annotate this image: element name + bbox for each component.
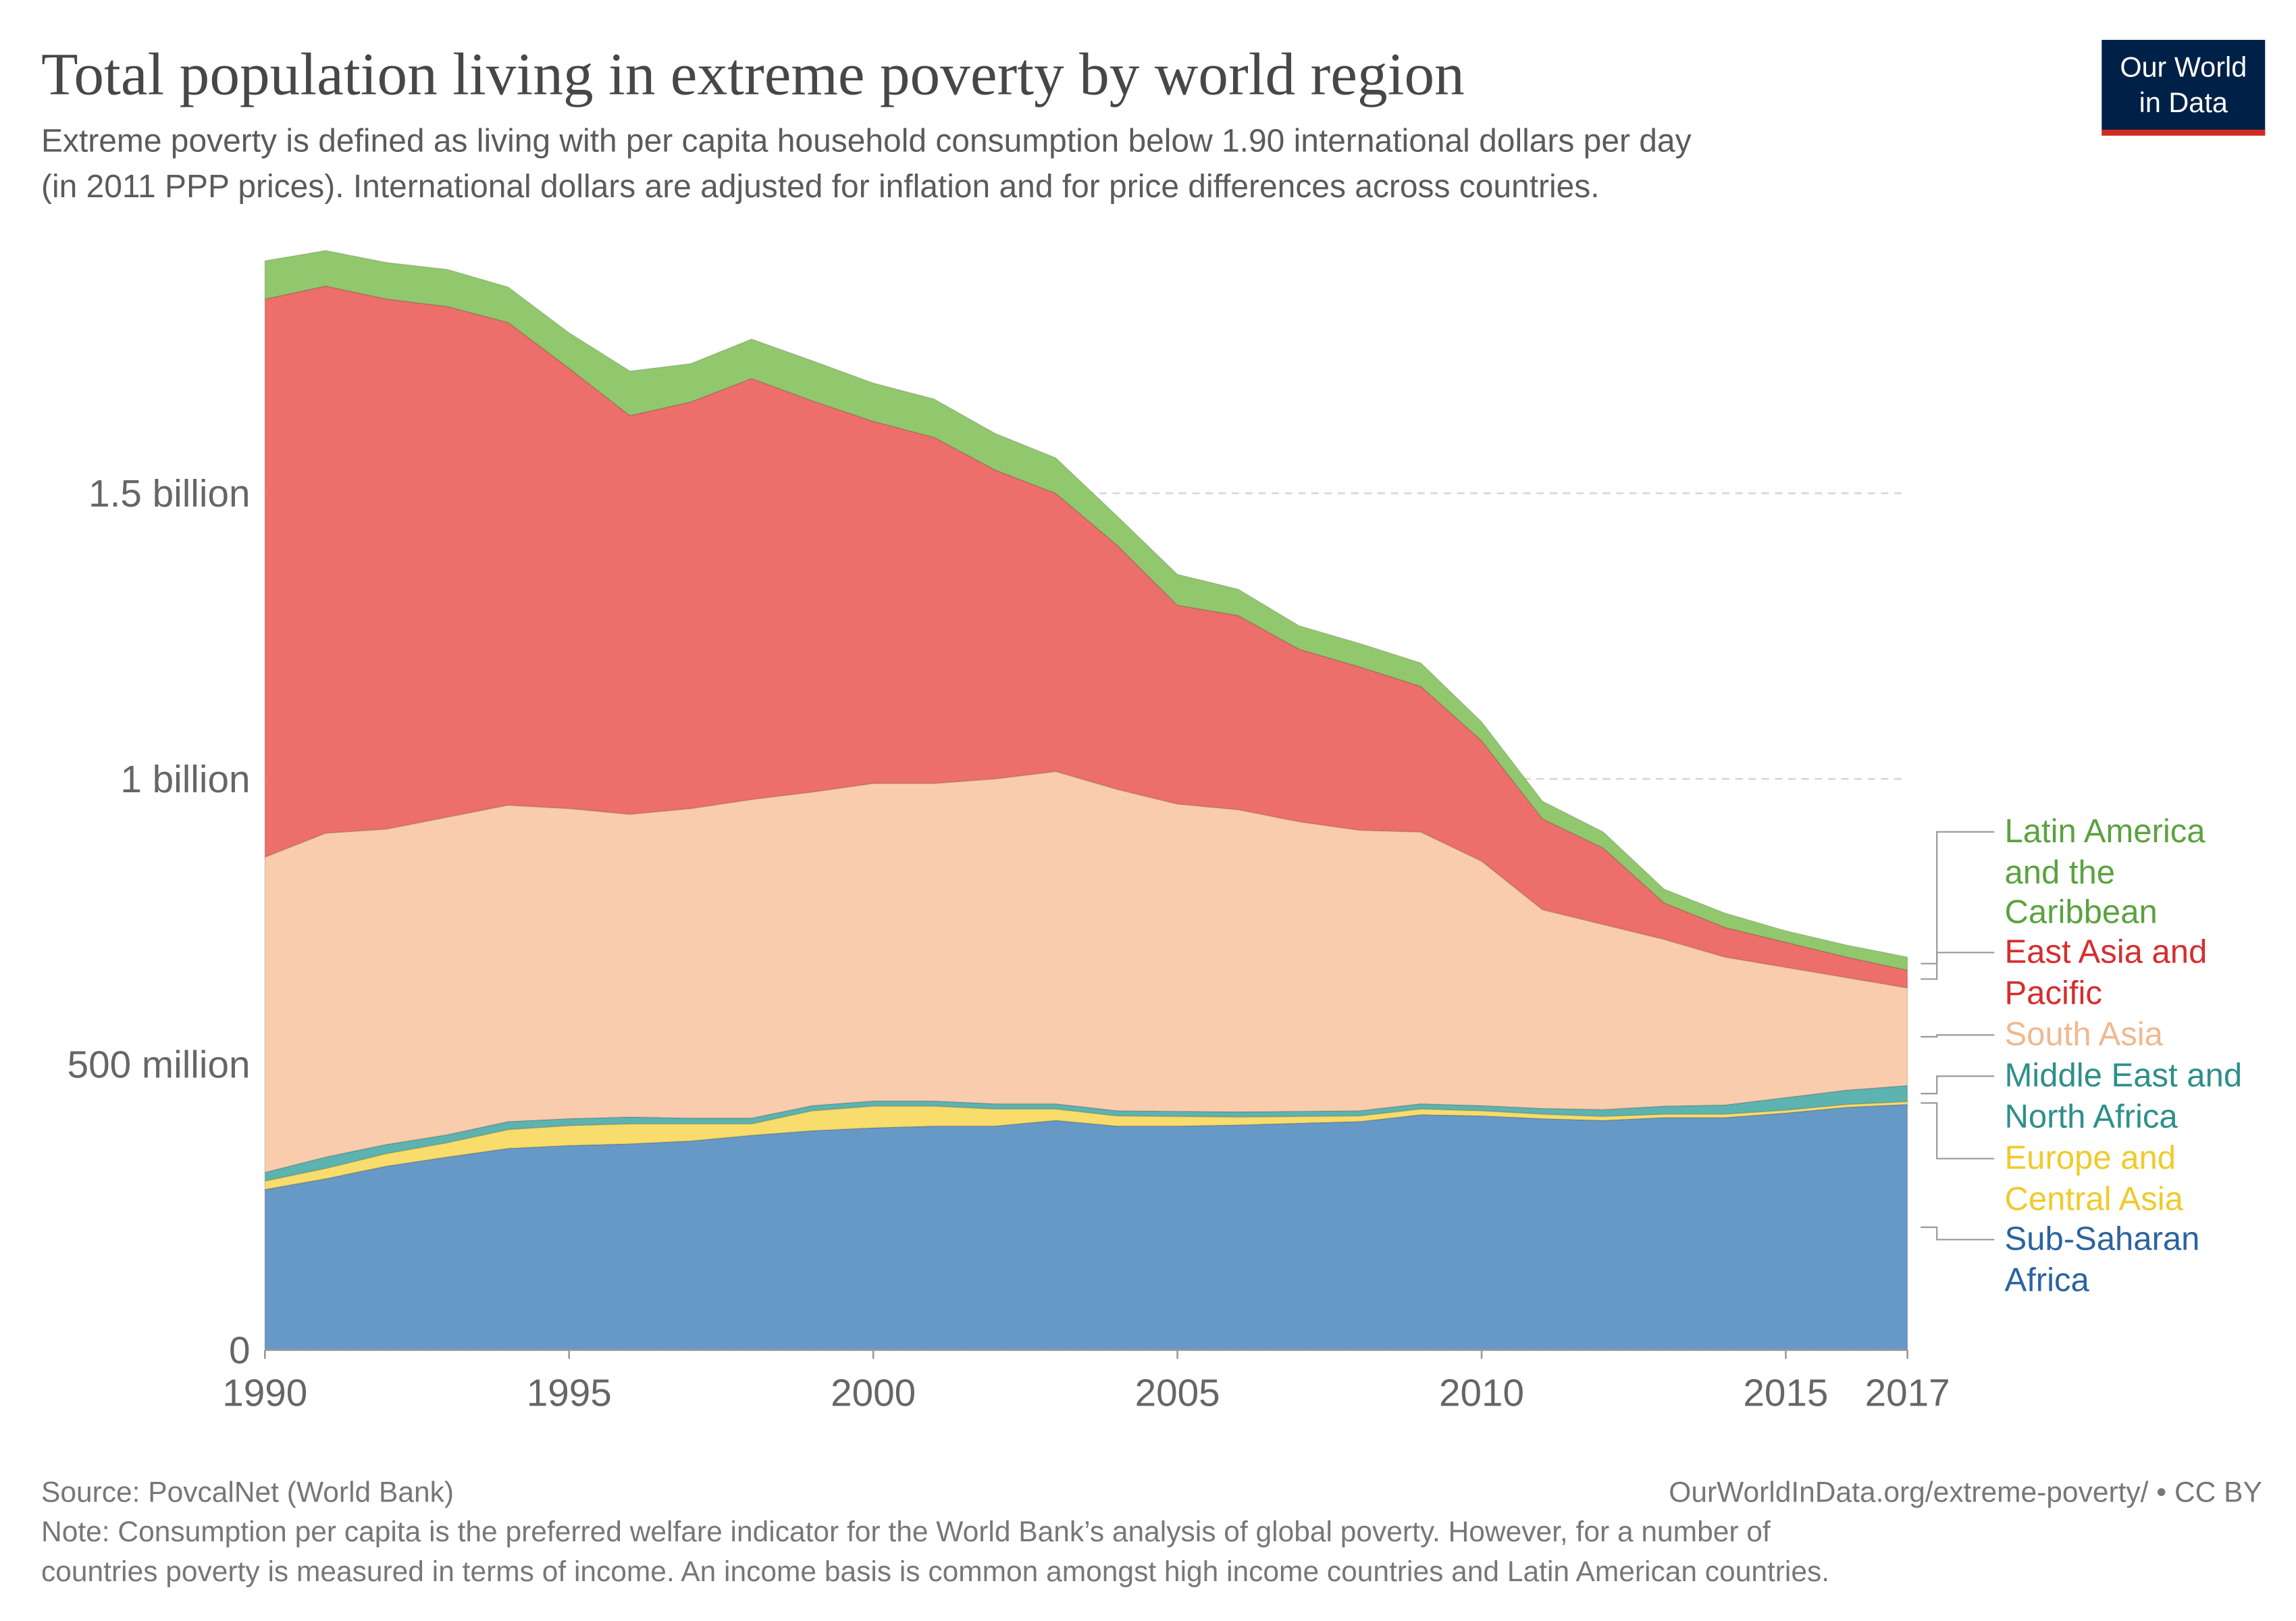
legend-item: Sub-Saharan Africa	[2004, 1220, 2200, 1298]
legend-label: Sub-Saharan Africa	[2004, 1220, 2200, 1298]
x-tick-label: 1995	[527, 1372, 612, 1415]
note: Note: Consumption per capita is the pref…	[41, 1516, 1771, 1548]
chart-title: Total population living in extreme pover…	[41, 41, 1465, 108]
x-tick-label: 2010	[1439, 1372, 1524, 1415]
legend-item: Europe and Central Asia	[2004, 1139, 2183, 1217]
subtitle: (in 2011 PPP prices). International doll…	[41, 169, 1600, 205]
legend-connector	[1921, 952, 1995, 980]
legend-connector	[1921, 1102, 1995, 1160]
logo-bar	[2102, 129, 2266, 136]
x-tick-label: 2015	[1743, 1372, 1828, 1415]
x-tick-label: 1990	[222, 1372, 307, 1415]
legend-label: East Asia and Pacific	[2004, 933, 2208, 1011]
link: OurWorldInData.org/extreme-poverty/ • CC…	[1669, 1476, 2262, 1508]
y-tick-label: 500 million	[68, 1044, 251, 1087]
legend-connector	[1921, 1034, 1995, 1038]
source: Source: PovcalNet (World Bank)	[41, 1476, 454, 1508]
legend-connector	[1921, 1226, 1995, 1241]
y-tick-label: 1 billion	[120, 758, 250, 801]
legend-item: East Asia and Pacific	[2004, 933, 2208, 1011]
legend-connector	[1921, 1075, 1995, 1095]
legend-label: Latin America and the Caribbean	[2004, 813, 2206, 931]
legend-connector	[1921, 831, 1995, 964]
y-tick-label: 0	[229, 1329, 251, 1372]
legend-label: Europe and Central Asia	[2004, 1139, 2183, 1217]
subtitle: Extreme poverty is defined as living wit…	[41, 124, 1692, 159]
legend-label: Middle East and North Africa	[2004, 1057, 2243, 1135]
legend-item: South Asia	[2004, 1016, 2163, 1053]
legend-label: South Asia	[2004, 1016, 2163, 1053]
logo-text: Our World	[2120, 52, 2247, 83]
x-tick-label: 2000	[831, 1372, 916, 1415]
note: countries poverty is measured in terms o…	[41, 1556, 1829, 1588]
y-tick-label: 1.5 billion	[88, 473, 250, 515]
logo-text: in Data	[2139, 87, 2228, 118]
x-tick-label: 2005	[1135, 1372, 1220, 1415]
x-tick-label: 2017	[1865, 1372, 1950, 1415]
area	[264, 250, 1908, 971]
legend-item: Latin America and the Caribbean	[2004, 813, 2206, 931]
legend-item: Middle East and North Africa	[2004, 1057, 2243, 1135]
logo	[2102, 40, 2266, 136]
